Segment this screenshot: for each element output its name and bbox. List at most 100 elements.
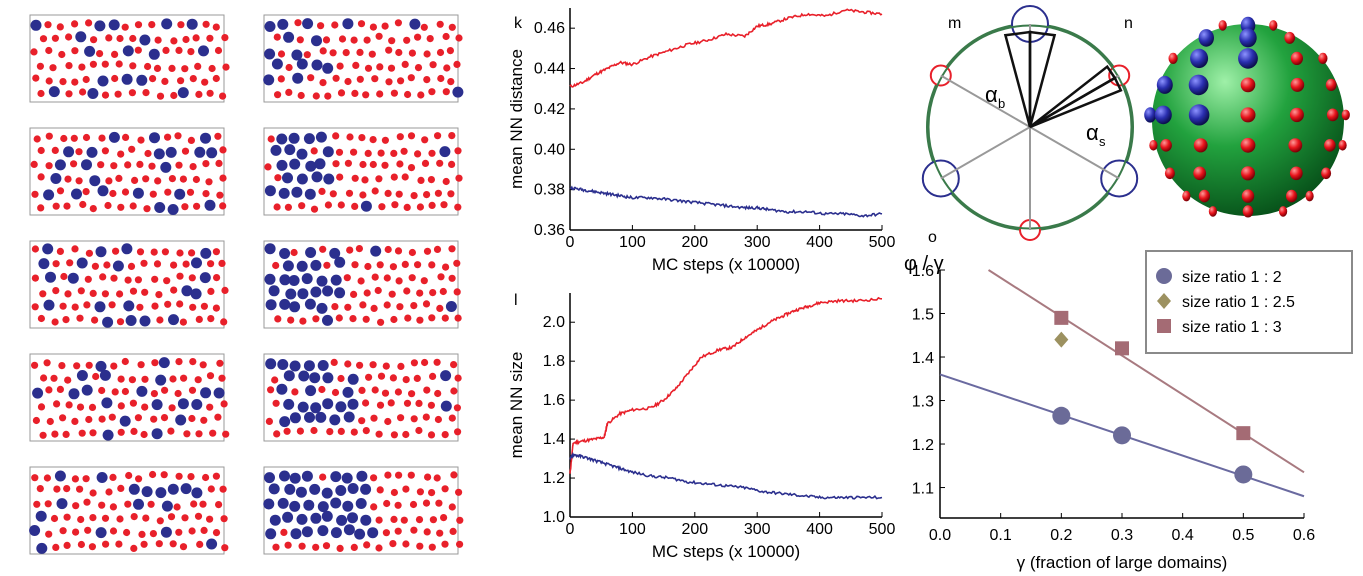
red-particle <box>79 200 87 209</box>
red-particle <box>421 136 429 144</box>
red-particle <box>161 386 169 394</box>
blue-particle <box>136 74 148 86</box>
red-particle <box>416 289 424 297</box>
blue-particle <box>322 314 333 326</box>
red-particle <box>410 192 418 200</box>
blue-particle <box>322 372 334 384</box>
red-particle <box>140 259 148 267</box>
blue-particle <box>177 398 189 410</box>
red-particle <box>116 34 124 43</box>
blue-particle <box>301 273 313 285</box>
red-particle <box>44 500 52 508</box>
blue-particle <box>95 246 107 258</box>
red-particle <box>351 261 359 269</box>
red-particle <box>358 134 366 142</box>
blue-particle <box>165 146 177 158</box>
red-particle <box>220 515 228 523</box>
red-particle <box>176 249 184 257</box>
red-particle <box>117 375 125 383</box>
red-particle <box>364 149 372 157</box>
red-particle <box>415 516 424 524</box>
red-particle <box>376 261 384 269</box>
red-particle <box>423 386 431 394</box>
red-particle <box>390 173 398 181</box>
blue-particle <box>282 260 294 272</box>
blue-domain <box>1190 48 1209 69</box>
y-tick-label: 1.8 <box>543 353 565 370</box>
red-particle <box>78 63 86 71</box>
red-particle <box>338 35 347 43</box>
red-particle <box>88 543 96 551</box>
blue-particle <box>177 87 189 99</box>
red-particle <box>437 273 445 281</box>
blue-particle <box>317 360 329 371</box>
blue-particle <box>296 173 308 185</box>
panel-label-m: m <box>948 15 961 32</box>
red-domain <box>1326 108 1339 122</box>
blue-particle <box>48 86 60 98</box>
red-particle <box>369 23 377 31</box>
red-particle <box>124 276 132 284</box>
red-domain <box>1318 52 1328 64</box>
red-particle <box>368 50 376 58</box>
red-particle <box>448 160 456 168</box>
red-particle <box>218 259 226 267</box>
red-particle <box>331 21 339 29</box>
red-particle <box>195 315 203 323</box>
blue-particle <box>96 472 108 483</box>
red-particle <box>277 75 285 83</box>
blue-particle <box>335 485 347 496</box>
red-particle <box>303 51 311 59</box>
red-particle <box>45 386 53 394</box>
red-particle <box>39 35 48 43</box>
red-particle <box>296 36 304 44</box>
red-particle <box>101 514 110 522</box>
y-tick-label: 1.2 <box>543 470 565 487</box>
red-domain <box>1321 167 1332 180</box>
red-particle <box>129 399 137 407</box>
red-particle <box>374 286 382 295</box>
red-particle <box>206 89 214 97</box>
red-particle <box>134 414 142 422</box>
red-particle <box>427 176 435 184</box>
red-particle <box>79 88 87 96</box>
blue-particle <box>84 45 96 57</box>
red-particle <box>427 401 435 409</box>
red-particle <box>414 33 422 41</box>
red-particle <box>423 50 431 58</box>
red-particle <box>179 175 187 183</box>
red-particle <box>206 34 214 42</box>
red-particle <box>442 263 450 271</box>
red-particle <box>383 274 391 282</box>
red-particle <box>390 431 398 439</box>
red-particle <box>290 248 298 257</box>
blue-particle <box>292 72 304 84</box>
red-particle <box>175 528 183 536</box>
red-domain <box>1164 167 1175 180</box>
red-domain <box>1208 206 1217 217</box>
red-particle <box>428 149 436 157</box>
red-particle <box>359 301 367 309</box>
blue-particle <box>277 18 289 30</box>
red-particle <box>59 78 67 86</box>
red-particle <box>89 429 97 437</box>
blue-particle <box>36 542 48 554</box>
red-particle <box>46 417 54 426</box>
red-particle <box>161 248 169 256</box>
red-particle <box>219 174 227 182</box>
red-particle <box>402 376 410 384</box>
red-particle <box>137 136 145 144</box>
blue-particle <box>121 73 133 85</box>
legend-label-1: size ratio 1 : 2 <box>1182 269 1282 286</box>
red-particle <box>351 174 359 182</box>
blue-particle <box>38 258 50 270</box>
red-particle <box>422 413 430 421</box>
red-particle <box>439 287 447 296</box>
red-particle <box>323 261 331 269</box>
blue-particle <box>298 370 310 382</box>
red-particle <box>194 512 203 520</box>
blue-particle <box>289 412 301 424</box>
red-particle <box>403 399 412 407</box>
red-particle <box>76 403 85 411</box>
red-particle <box>391 201 399 209</box>
